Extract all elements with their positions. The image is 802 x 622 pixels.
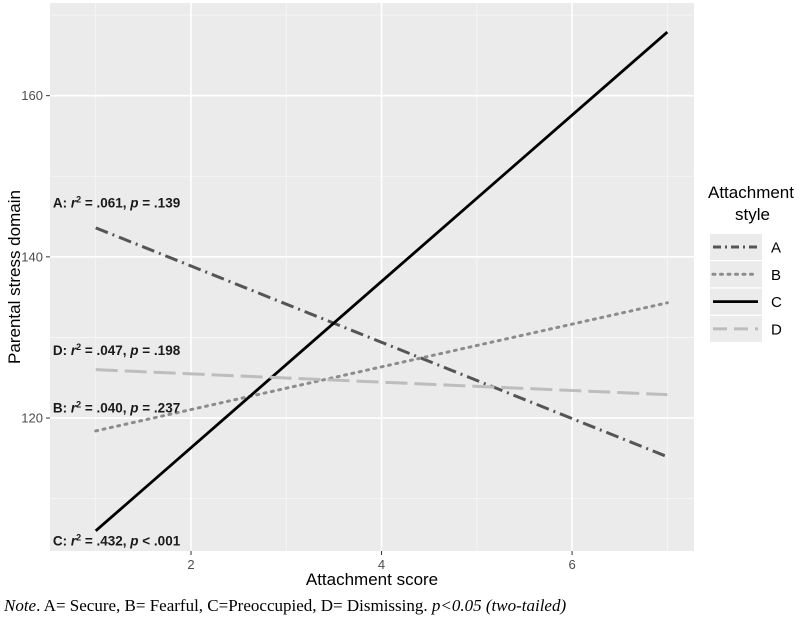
series-line-b	[94, 301, 669, 433]
annotation: A: r2 = .061, p = .139	[53, 195, 180, 211]
y-axis-title: Parental stress domain	[5, 190, 24, 364]
legend-label-b: B	[771, 267, 781, 284]
x-tick-label: 2	[187, 557, 194, 572]
annotation-part: r	[71, 196, 77, 211]
note-p-text: p<0.05 (two-tailed)	[431, 596, 567, 615]
annotation-part: = .061,	[81, 196, 130, 211]
annotation-part: D:	[53, 343, 71, 358]
annotation-part: B:	[53, 400, 71, 415]
series-line-a	[95, 226, 668, 459]
annotation-part: r	[71, 533, 77, 548]
annotation: C: r2 = .432, p < .001	[53, 532, 181, 548]
y-tick-label: 140	[21, 249, 43, 264]
x-axis: 2 4 6	[187, 551, 576, 572]
figure-note: Note. A= Secure, B= Fearful, C=Preoccupi…	[4, 596, 800, 616]
annotation-part: p	[129, 400, 138, 415]
y-tick-label: 160	[21, 88, 43, 103]
annotation-part: p	[129, 196, 138, 211]
annotation-part: < .001	[139, 533, 181, 548]
x-tick-label: 6	[568, 557, 575, 572]
annotation-part: = .047,	[81, 343, 130, 358]
annotation-part: 2	[76, 195, 81, 205]
annotation-part: r	[71, 343, 77, 358]
series-layer	[94, 30, 669, 532]
annotation-part: p	[129, 343, 138, 358]
annotation-part: = .040,	[81, 400, 130, 415]
legend-label-d: D	[771, 321, 782, 338]
legend-label-c: C	[771, 294, 782, 311]
series-line-c	[94, 30, 669, 532]
legend-title-line1: Attachment	[708, 183, 794, 202]
annotation-part: 2	[76, 399, 81, 409]
note-prefix: Note	[4, 596, 37, 615]
annotation-part: = .432,	[81, 533, 130, 548]
annotation-part: p	[129, 533, 138, 548]
legend-title-line2: style	[735, 205, 770, 224]
annotation-part: = .198	[139, 343, 181, 358]
y-tick-label: 120	[21, 411, 43, 426]
annotation-part: = .139	[139, 196, 181, 211]
series-line-d	[95, 368, 668, 397]
annotation: D: r2 = .047, p = .198	[53, 342, 181, 358]
annotation-part: C:	[53, 533, 71, 548]
x-tick-label: 4	[378, 557, 385, 572]
annotation-part: 2	[76, 532, 81, 542]
annotation-part: = .237	[139, 400, 181, 415]
y-axis: 120 140 160	[21, 88, 50, 426]
annotation-part: r	[71, 400, 77, 415]
legend-label-a: A	[771, 240, 781, 257]
annotation: B: r2 = .040, p = .237	[53, 399, 180, 415]
annotation-part: A:	[53, 196, 71, 211]
plot-panel	[50, 3, 694, 551]
grid-minor	[50, 3, 694, 551]
note-body: . A= Secure, B= Fearful, C=Preoccupied, …	[36, 596, 432, 615]
x-axis-title: Attachment score	[306, 570, 438, 589]
annotation-part: 2	[76, 342, 81, 352]
